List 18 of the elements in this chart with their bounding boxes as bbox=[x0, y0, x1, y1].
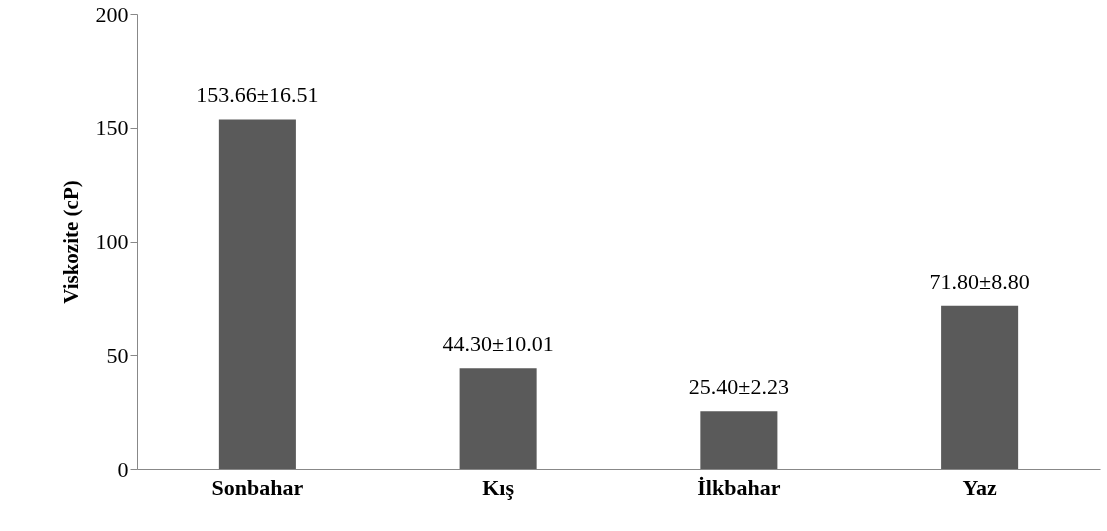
data-label: 44.30±10.01 bbox=[442, 331, 554, 357]
x-tick-label: Kış bbox=[482, 474, 515, 500]
bar bbox=[941, 305, 1019, 469]
bar bbox=[700, 411, 778, 469]
x-tick-label: Sonbahar bbox=[211, 474, 304, 500]
data-label: 153.66±16.51 bbox=[196, 82, 319, 108]
y-tick-label: 0 bbox=[117, 456, 129, 482]
y-tick-label: 50 bbox=[106, 342, 129, 368]
y-tick-label: 100 bbox=[95, 229, 129, 254]
x-tick-label: İlkbahar bbox=[697, 474, 781, 500]
y-tick-label: 200 bbox=[95, 1, 129, 27]
bar bbox=[218, 119, 296, 469]
data-label: 25.40±2.23 bbox=[688, 374, 789, 400]
y-tick-label: 150 bbox=[95, 115, 129, 141]
data-label: 71.80±8.80 bbox=[929, 268, 1030, 294]
bar bbox=[459, 368, 537, 469]
y-axis-title: Viskozite (cP) bbox=[58, 180, 83, 304]
x-tick-label: Yaz bbox=[962, 474, 997, 500]
